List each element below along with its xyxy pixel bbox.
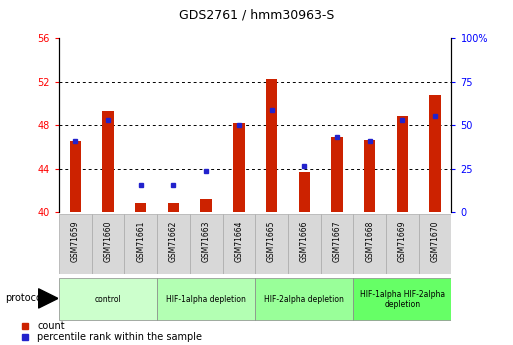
Text: GSM71664: GSM71664	[234, 220, 243, 262]
Bar	[59, 214, 92, 274]
Bar	[102, 111, 114, 212]
Bar	[135, 204, 147, 212]
Text: GDS2761 / hmm30963-S: GDS2761 / hmm30963-S	[179, 9, 334, 22]
Text: GSM71661: GSM71661	[136, 220, 145, 262]
Bar	[255, 278, 353, 320]
Bar	[353, 278, 451, 320]
Bar	[223, 214, 255, 274]
Bar	[233, 123, 245, 212]
Text: GSM71666: GSM71666	[300, 220, 309, 262]
Bar	[419, 214, 451, 274]
Bar	[364, 140, 376, 212]
Bar	[429, 95, 441, 212]
Text: HIF-1alpha depletion: HIF-1alpha depletion	[166, 295, 246, 304]
Text: HIF-2alpha depletion: HIF-2alpha depletion	[264, 295, 344, 304]
Bar	[190, 214, 223, 274]
Bar	[157, 278, 255, 320]
Bar	[288, 214, 321, 274]
Text: GSM71660: GSM71660	[104, 220, 112, 262]
Bar	[124, 214, 157, 274]
Bar	[92, 214, 125, 274]
Text: HIF-1alpha HIF-2alpha
depletion: HIF-1alpha HIF-2alpha depletion	[360, 289, 445, 309]
Bar	[397, 116, 408, 212]
Text: percentile rank within the sample: percentile rank within the sample	[37, 333, 202, 342]
Bar	[59, 278, 157, 320]
Text: control: control	[95, 295, 122, 304]
Text: GSM71667: GSM71667	[332, 220, 342, 262]
Bar	[255, 214, 288, 274]
Bar	[386, 214, 419, 274]
Text: GSM71659: GSM71659	[71, 220, 80, 262]
Text: count: count	[37, 321, 65, 331]
Bar	[299, 172, 310, 212]
Text: protocol: protocol	[5, 294, 45, 303]
Text: GSM71670: GSM71670	[430, 220, 440, 262]
Text: GSM71665: GSM71665	[267, 220, 276, 262]
Text: GSM71668: GSM71668	[365, 220, 374, 262]
Bar	[266, 79, 278, 212]
Text: GSM71663: GSM71663	[202, 220, 211, 262]
Bar	[353, 214, 386, 274]
Text: GSM71662: GSM71662	[169, 220, 178, 262]
Bar	[331, 137, 343, 212]
Bar	[157, 214, 190, 274]
Bar	[201, 199, 212, 212]
Bar	[321, 214, 353, 274]
Text: GSM71669: GSM71669	[398, 220, 407, 262]
Bar	[70, 141, 81, 212]
Bar	[168, 204, 179, 212]
Polygon shape	[38, 289, 58, 308]
